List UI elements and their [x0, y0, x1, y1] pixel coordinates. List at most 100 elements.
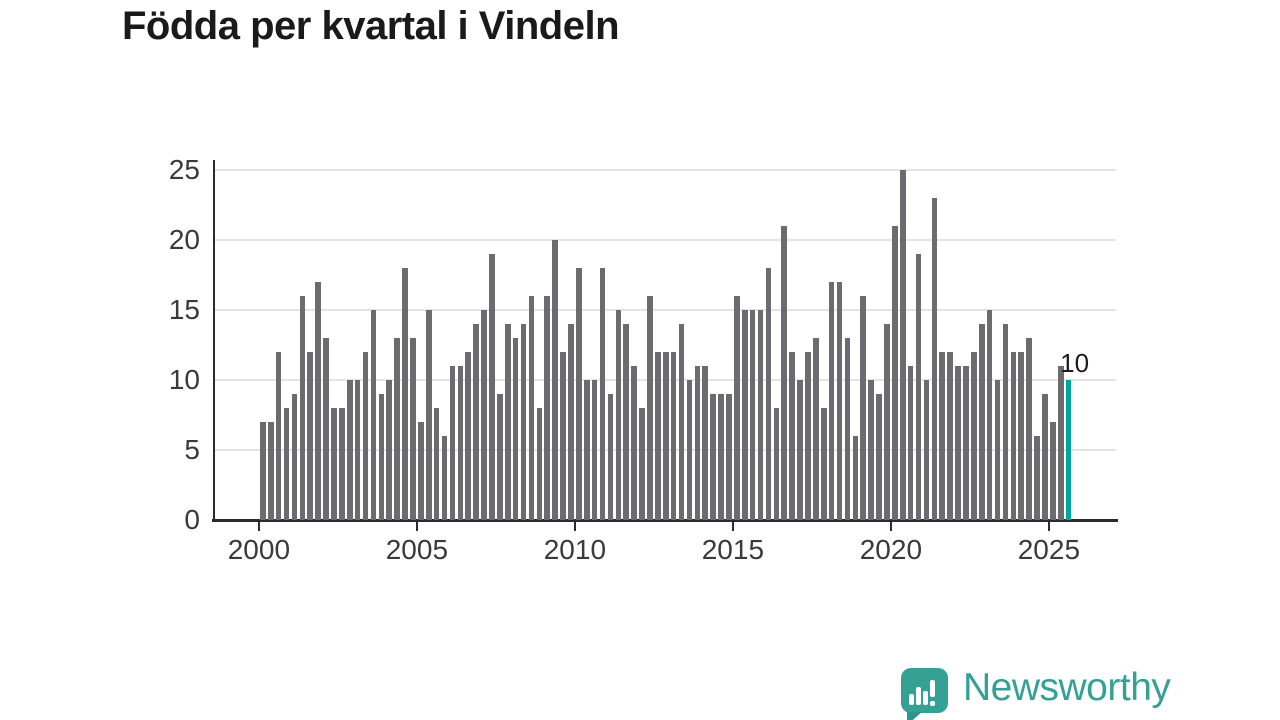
bar	[868, 380, 874, 520]
bar	[773, 408, 780, 520]
bar	[1018, 352, 1025, 520]
bar	[291, 394, 298, 520]
x-tick-label: 2000	[227, 534, 291, 565]
bar	[536, 408, 543, 520]
bar	[915, 254, 922, 520]
bar	[386, 380, 393, 520]
bar	[449, 366, 456, 520]
bar	[583, 380, 590, 520]
bar	[394, 338, 400, 520]
y-tick-label: 10	[168, 364, 200, 395]
bar	[307, 352, 314, 520]
bar	[994, 380, 1001, 520]
bar	[655, 352, 661, 520]
bar	[346, 380, 353, 520]
bar	[354, 380, 361, 520]
bar	[726, 394, 732, 520]
bar	[283, 408, 290, 520]
bar	[797, 380, 803, 520]
gridline	[215, 309, 1116, 311]
bar	[441, 436, 448, 520]
bar	[1034, 436, 1040, 520]
bar	[489, 254, 495, 520]
bar	[473, 324, 479, 520]
x-tick	[415, 522, 418, 531]
x-tick	[889, 522, 892, 531]
bar	[497, 394, 503, 520]
bar	[781, 226, 788, 520]
bar	[734, 296, 740, 520]
bar	[710, 394, 716, 520]
bar	[418, 422, 424, 520]
bar	[718, 394, 724, 520]
bar	[1002, 324, 1009, 520]
x-tick-label: 2020	[859, 534, 923, 565]
x-tick	[257, 522, 260, 531]
bar	[275, 352, 282, 520]
y-axis-line	[213, 160, 215, 520]
bar	[560, 352, 566, 520]
bar	[568, 324, 574, 520]
bar	[1010, 352, 1017, 520]
bar	[378, 394, 385, 520]
bar	[931, 198, 938, 520]
bar	[899, 170, 906, 520]
bar	[615, 310, 622, 520]
last-value-label: 10	[1060, 348, 1090, 378]
bar	[552, 240, 558, 520]
bar	[267, 422, 274, 520]
y-tick-label: 15	[168, 294, 200, 325]
bar	[805, 352, 811, 520]
newsworthy-logo-text: Newsworthy	[963, 666, 1171, 709]
y-tick-label: 25	[168, 154, 200, 185]
bar	[576, 268, 582, 520]
bar	[907, 366, 914, 520]
bar	[591, 380, 598, 520]
bar	[362, 352, 369, 520]
y-tick-label: 5	[184, 434, 200, 465]
bar	[1050, 422, 1056, 520]
bar	[947, 352, 953, 520]
bar	[978, 324, 985, 520]
bar	[402, 268, 408, 520]
bar	[299, 296, 306, 520]
bar-chart-speech-bubble-icon	[901, 668, 948, 713]
x-tick-label: 2015	[701, 534, 765, 565]
bar	[789, 352, 795, 520]
x-tick-label: 2025	[1017, 534, 1081, 565]
chart-title: Födda per kvartal i Vindeln	[122, 4, 620, 48]
bar	[757, 310, 764, 520]
bar	[528, 296, 535, 520]
bar	[765, 268, 772, 520]
bar	[1042, 394, 1048, 520]
bar	[939, 352, 946, 520]
bar	[1057, 366, 1064, 520]
bar	[986, 310, 993, 520]
bar	[639, 408, 645, 520]
bar	[481, 310, 487, 520]
bar	[670, 352, 677, 520]
bar	[315, 282, 321, 520]
bar	[433, 408, 440, 520]
bar	[544, 296, 551, 520]
bar	[260, 422, 266, 520]
bar	[647, 296, 653, 520]
highlight-bar	[1065, 380, 1072, 520]
bar	[702, 366, 709, 520]
bar	[836, 282, 843, 520]
y-tick-label: 0	[184, 504, 200, 535]
bar	[678, 324, 685, 520]
bar	[971, 352, 977, 520]
x-tick-label: 2005	[385, 534, 449, 565]
x-tick	[573, 522, 576, 531]
bar	[860, 296, 867, 520]
bar	[662, 352, 669, 520]
speech-bubble-tail	[907, 712, 922, 720]
x-tick-label: 2010	[543, 534, 607, 565]
bar	[465, 352, 472, 520]
bar	[331, 408, 337, 520]
bar	[1026, 338, 1032, 520]
bar	[813, 338, 819, 520]
gridline	[215, 239, 1116, 241]
